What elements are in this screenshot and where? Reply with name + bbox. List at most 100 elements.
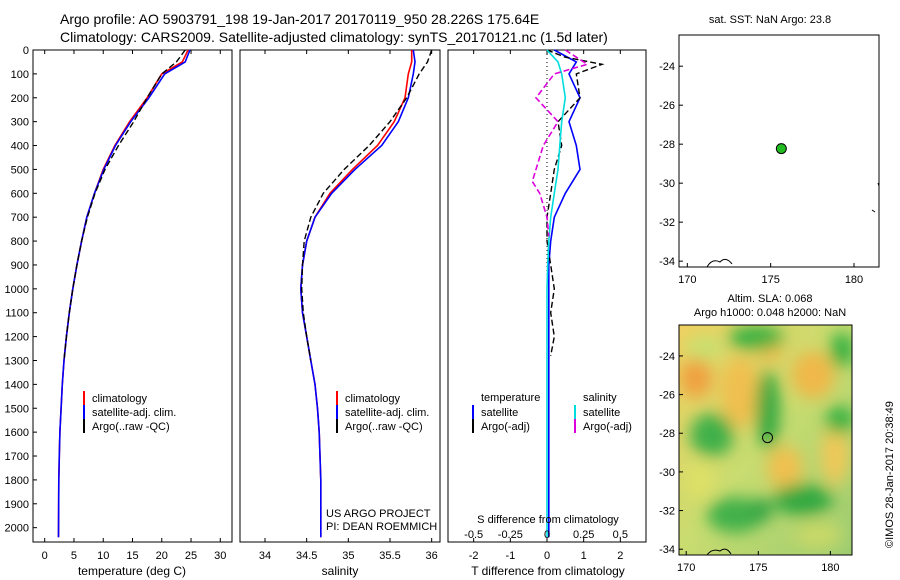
header-line-1: Argo profile: AO 5903791_198 19-Jan-2017… <box>60 11 539 27</box>
s-tick-label: -0.25 <box>498 529 523 541</box>
depth-axis: 0 100 200 300 400 500 600 700 800 900 1000 1100 1200… <box>5 45 37 535</box>
depth-tick-label: 1600 <box>5 427 29 439</box>
argo-position-marker <box>775 143 787 155</box>
series-line-salinity-argo-adj <box>531 49 590 237</box>
legend-climatology: climatology <box>345 393 401 405</box>
x-tick-label: 34.5 <box>296 550 317 562</box>
map-y-tick-label: -30 <box>659 467 675 479</box>
s-difference-tick-labels: -0.5 -0.25 0 0.25 0.5 <box>464 529 628 541</box>
temperature-x-label: temperature (deg C) <box>78 564 186 578</box>
t-difference-label: T difference from climatology <box>471 564 625 578</box>
map-y-tick-label: -24 <box>659 61 675 73</box>
x-tick-label: 1 <box>581 550 587 562</box>
legend-t-argo: Argo(-adj) <box>481 421 530 433</box>
legend-satellite-adj: satellite-adj. clim. <box>92 407 176 419</box>
depth-tick-label: 1500 <box>5 403 29 415</box>
legend-satellite-adj: satellite-adj. clim. <box>345 407 429 419</box>
depth-tick-label: 1000 <box>5 284 29 296</box>
s-tick-label: 0 <box>544 529 550 541</box>
depth-tick-label: 1900 <box>5 499 29 511</box>
map-y-tick-label: -34 <box>659 256 675 268</box>
x-tick-label: 35 <box>342 550 354 562</box>
salinity-x-label: salinity <box>322 564 359 578</box>
sla-map-points <box>762 432 774 444</box>
map-y-tick-label: -32 <box>659 506 675 518</box>
coastline-feature <box>706 548 732 556</box>
map-x-tick-label: 180 <box>821 562 839 574</box>
depth-tick-label: 2000 <box>5 523 29 535</box>
legend-header-temperature: temperature <box>481 392 540 404</box>
map-y-tick-label: -26 <box>659 390 675 402</box>
sla-map-panel: Altim. SLA: 0.068 Argo h1000: 0.048 h200… <box>659 293 853 574</box>
depth-tick-label: 1100 <box>5 308 29 320</box>
legend-t-satellite: satellite <box>481 407 518 419</box>
series-line-salinity-satellite <box>546 49 567 538</box>
temperature-series <box>57 49 191 538</box>
s-tick-label: 0.25 <box>573 529 594 541</box>
sla-map-title-1: Altim. SLA: 0.068 <box>728 293 813 305</box>
depth-tick-label: 800 <box>11 236 29 248</box>
depth-tick-label: 0 <box>23 45 29 57</box>
depth-tick-label: 400 <box>11 141 29 153</box>
sst-map-axes: 170 175 180 -24 -26 -28 -30 -32 -34 <box>659 61 863 286</box>
series-line-temperature-argo-adj <box>546 49 605 356</box>
depth-tick-label: 1300 <box>5 355 29 367</box>
depth-tick-label: 300 <box>11 117 29 129</box>
x-tick-label: 25 <box>185 550 197 562</box>
x-tick-label: 5 <box>71 550 77 562</box>
header-line-2: Climatology: CARS2009. Satellite-adjuste… <box>60 29 608 45</box>
pi-annotation: PI: DEAN ROEMMICH <box>326 521 437 533</box>
s-tick-label: -0.5 <box>464 529 483 541</box>
series-line-satellite-adj-clim <box>299 49 416 538</box>
island-mark <box>877 182 880 187</box>
series-line-climatology <box>57 49 189 538</box>
map-y-tick-label: -32 <box>659 217 675 229</box>
depth-tick-label: 700 <box>11 212 29 224</box>
depth-tick-label: 900 <box>11 260 29 272</box>
x-tick-label: 34 <box>259 550 271 562</box>
map-x-tick-label: 175 <box>749 562 767 574</box>
difference-legend: temperature salinity satellite Argo(-adj… <box>472 392 632 433</box>
legend-header-salinity: salinity <box>583 392 617 404</box>
temperature-legend: climatology satellite-adj. clim. Argo(..… <box>83 391 176 433</box>
x-tick-label: 20 <box>156 550 168 562</box>
depth-tick-label: 1200 <box>5 332 29 344</box>
x-tick-label: 30 <box>214 550 226 562</box>
map-y-tick-label: -28 <box>659 428 675 440</box>
depth-tick-label: 200 <box>11 93 29 105</box>
map-x-tick-label: 170 <box>678 274 696 286</box>
series-line-temperature-satellite <box>547 49 581 538</box>
salinity-series <box>299 49 433 538</box>
sla-heatmap <box>679 325 852 555</box>
sst-map-panel: sat. SST: NaN Argo: 23.8 170 175 180 -24 -26… <box>659 14 880 286</box>
difference-panel: -2 -1 0 1 2 S difference from climatology -0… <box>447 49 647 578</box>
salinity-legend: climatology satellite-adj. clim. Argo(..… <box>336 391 429 433</box>
x-tick-label: 35.5 <box>379 550 400 562</box>
sla-map-axes: 170 175 180 -24 -26 -28 -30 -32 -34 <box>659 351 839 574</box>
x-tick-label: 0 <box>544 550 550 562</box>
difference-series <box>531 49 605 538</box>
t-difference-x-axis: -2 -1 0 1 2 <box>469 50 623 562</box>
temperature-panel: 0100200300400500600700800900100011001200… <box>5 45 233 578</box>
series-line-argo-raw-qc <box>300 49 433 361</box>
x-tick-label: -2 <box>469 550 479 562</box>
depth-tick-label: 1700 <box>5 451 29 463</box>
legend-climatology: climatology <box>92 393 148 405</box>
x-tick-label: 10 <box>97 550 109 562</box>
map-x-tick-label: 180 <box>845 274 863 286</box>
map-y-tick-label: -24 <box>659 351 675 363</box>
copyright-stamp: ©IMOS 28-Jan-2017 20:38:49 <box>884 401 896 548</box>
series-line-argo-raw-qc <box>63 49 186 361</box>
depth-tick-label: 600 <box>11 188 29 200</box>
x-tick-label: 36 <box>426 550 438 562</box>
map-y-tick-label: -34 <box>659 544 675 556</box>
salinity-panel: 34 34.5 35 35.5 36 salinity climatology sate… <box>239 49 441 578</box>
salinity-frame <box>239 49 441 543</box>
x-tick-label: 0 <box>42 550 48 562</box>
map-x-tick-label: 175 <box>761 274 779 286</box>
legend-argo: Argo(..raw -QC) <box>345 421 423 433</box>
map-y-tick-label: -30 <box>659 178 675 190</box>
legend-s-satellite: satellite <box>583 407 620 419</box>
sla-map-title-2: Argo h1000: 0.048 h2000: NaN <box>694 307 846 319</box>
